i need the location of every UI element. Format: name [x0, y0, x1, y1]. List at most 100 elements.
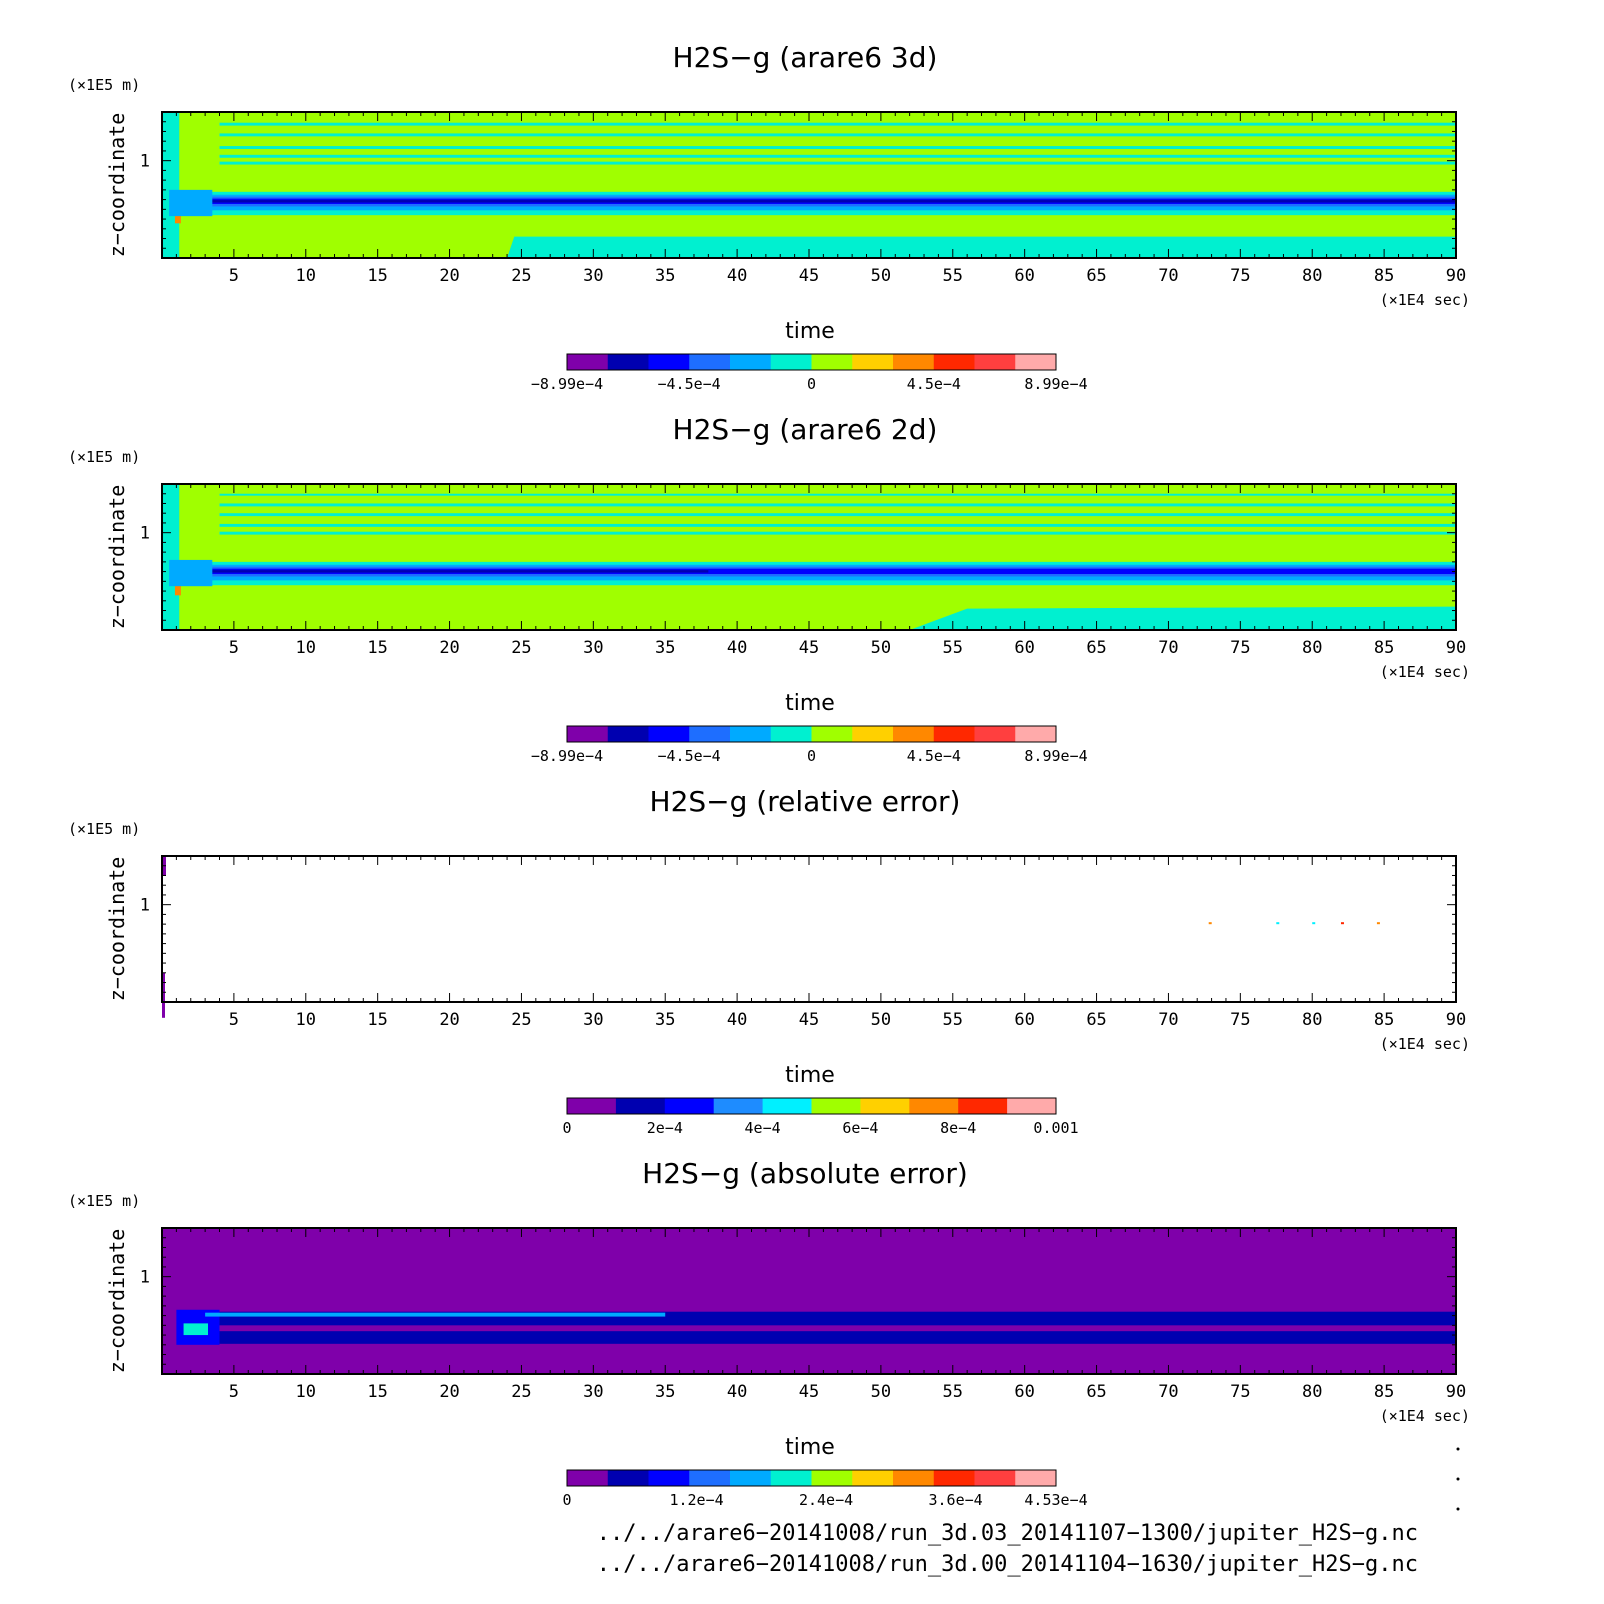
- x-tick-label: 70: [1158, 1010, 1178, 1030]
- y-axis-label: z−coordinate: [105, 857, 129, 1002]
- x-tick-label: 65: [1086, 1010, 1106, 1030]
- x-tick-label: 20: [439, 638, 459, 658]
- field-background: [162, 856, 1456, 1002]
- colorbar-swatch: [664, 1098, 715, 1114]
- y-axis-label: z−coordinate: [105, 1229, 129, 1374]
- colorbar-swatch: [974, 354, 1016, 370]
- x-tick-label: 75: [1230, 1010, 1250, 1030]
- x-tick-label: 15: [367, 1382, 387, 1402]
- x-unit-label: (×1E4 sec): [1380, 663, 1470, 681]
- field-speck-3: [1340, 922, 1344, 925]
- colorbar-swatch: [770, 354, 812, 370]
- x-axis-label: time: [785, 1435, 835, 1460]
- chart-panel-3: [161, 855, 1457, 1115]
- x-tick-label: 60: [1014, 266, 1034, 286]
- y-tick-label: 1: [140, 524, 150, 544]
- field-band-core: [162, 200, 1456, 203]
- x-axis-label: time: [785, 319, 835, 344]
- x-tick-label: 10: [296, 1010, 316, 1030]
- colorbar-swatch: [811, 354, 853, 370]
- x-tick-label: 30: [583, 1010, 603, 1030]
- colorbar-label: −4.5e−4: [658, 375, 721, 393]
- x-tick-label: 80: [1302, 266, 1322, 286]
- x-tick-label: 50: [871, 1382, 891, 1402]
- x-tick-label: 80: [1302, 1382, 1322, 1402]
- x-tick-label: 55: [943, 638, 963, 658]
- field-bottom-cyan: [507, 236, 1457, 258]
- x-tick-label: 20: [439, 1010, 459, 1030]
- field-error-peak: [183, 1323, 209, 1336]
- colorbar-swatch: [933, 1470, 975, 1486]
- y-axis-label: z−coordinate: [105, 113, 129, 258]
- colorbar-swatch: [689, 1470, 731, 1486]
- colorbar-label: 4.5e−4: [907, 375, 961, 393]
- x-tick-label: 70: [1158, 1382, 1178, 1402]
- x-tick-label: 70: [1158, 638, 1178, 658]
- colorbar-swatch: [909, 1098, 959, 1114]
- colorbar-label: 1.2e−4: [669, 1491, 723, 1509]
- x-tick-label: 20: [439, 1382, 459, 1402]
- x-tick-label: 65: [1086, 266, 1106, 286]
- colorbar-swatch: [974, 726, 1016, 742]
- x-axis-label: time: [785, 1063, 835, 1088]
- x-tick-label: 40: [727, 638, 747, 658]
- colorbar-label: 2.4e−4: [799, 1491, 853, 1509]
- field-initial-noise: [162, 112, 180, 258]
- footer-dot-2: [1456, 1507, 1460, 1511]
- colorbar-frame: [566, 1469, 1057, 1487]
- colorbar-swatch: [762, 1098, 812, 1114]
- field-layer-3: [219, 154, 1456, 158]
- x-tick-label: 30: [583, 638, 603, 658]
- x-tick-label: 75: [1230, 1382, 1250, 1402]
- field-speck-4: [1376, 922, 1380, 925]
- field-band-blue: [162, 568, 1456, 575]
- colorbar-swatch: [811, 1098, 861, 1114]
- colorbar-swatch: [689, 354, 731, 370]
- x-tick-label: 10: [296, 1382, 316, 1402]
- x-tick-label: 30: [583, 266, 603, 286]
- colorbar-label: 0: [807, 375, 816, 393]
- colorbar-swatch: [689, 726, 731, 742]
- colorbar-swatch: [607, 354, 649, 370]
- x-tick-label: 80: [1302, 638, 1322, 658]
- colorbar-frame: [566, 725, 1057, 743]
- colorbar-swatch: [958, 1098, 1008, 1114]
- x-axis-label: time: [785, 691, 835, 716]
- x-tick-label: 90: [1446, 266, 1466, 286]
- colorbar-label: 3.6e−4: [929, 1491, 983, 1509]
- colorbar-swatch: [648, 1470, 690, 1486]
- field-initial-blue: [169, 189, 213, 217]
- colorbar-label: 8.99e−4: [1024, 747, 1087, 765]
- colorbar-swatch: [974, 1470, 1016, 1486]
- footer-dot-0: [1456, 1447, 1460, 1451]
- colorbar-swatch: [607, 1470, 649, 1486]
- x-tick-label: 60: [1014, 1382, 1034, 1402]
- chart-title: H2S−g (absolute error): [642, 1157, 968, 1190]
- x-tick-label: 50: [871, 266, 891, 286]
- x-tick-label: 50: [871, 638, 891, 658]
- colorbar-label: −8.99e−4: [531, 375, 603, 393]
- x-tick-label: 30: [583, 1382, 603, 1402]
- x-tick-label: 90: [1446, 1382, 1466, 1402]
- colorbar-label: 6e−4: [842, 1119, 878, 1137]
- colorbar-swatch: [567, 1470, 609, 1486]
- colorbar-swatch: [567, 1098, 617, 1114]
- field-layer-0: [219, 122, 1456, 126]
- field-initial-blue: [169, 559, 213, 587]
- colorbar-swatch: [567, 354, 609, 370]
- x-tick-label: 5: [229, 1010, 239, 1030]
- field-layer-1: [219, 133, 1456, 137]
- x-tick-label: 35: [655, 266, 675, 286]
- footer-file-path-1: ../../arare6−20141008/run_3d.03_20141107…: [596, 1521, 1418, 1546]
- field-error-streak: [205, 1312, 666, 1317]
- colorbar-swatch: [567, 726, 609, 742]
- colorbar-swatch: [730, 354, 772, 370]
- x-tick-label: 90: [1446, 1010, 1466, 1030]
- y-tick-label: 1: [140, 1268, 150, 1288]
- field-layer-4: [219, 161, 1456, 165]
- x-tick-label: 25: [511, 266, 531, 286]
- chart-title: H2S−g (arare6 2d): [673, 413, 938, 446]
- x-tick-label: 60: [1014, 1010, 1034, 1030]
- colorbar-frame: [566, 353, 1057, 371]
